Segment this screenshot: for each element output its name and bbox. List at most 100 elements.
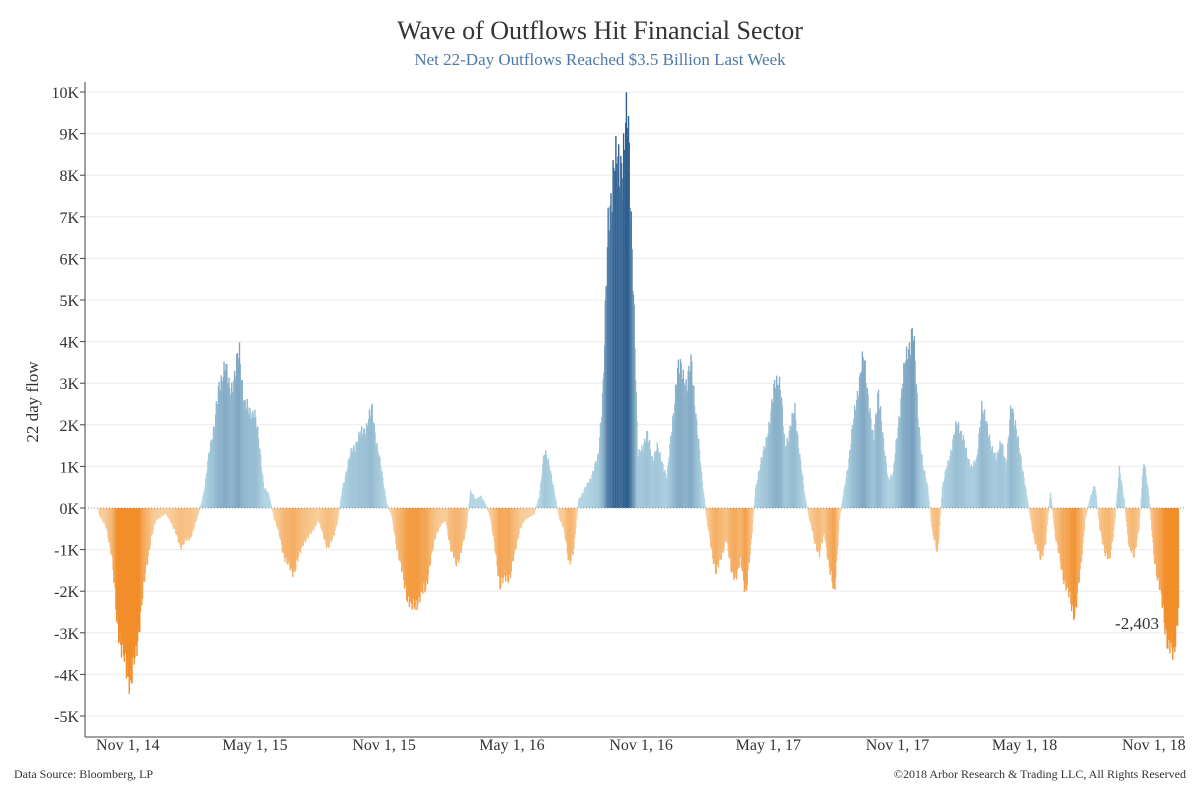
flow-bar: [135, 508, 137, 646]
flow-bar: [325, 508, 328, 549]
flow-bar: [427, 508, 430, 575]
flow-bar: [779, 389, 781, 508]
flow-bar: [530, 508, 532, 517]
flow-bar: [210, 439, 213, 508]
flow-bar: [908, 342, 911, 508]
flow-bar: [318, 508, 320, 523]
flow-bar: [719, 508, 722, 560]
flow-bar: [1103, 508, 1105, 546]
flow-bar: [489, 508, 491, 518]
flow-bar: [655, 455, 657, 508]
flow-bar: [1050, 498, 1052, 508]
flow-bar: [251, 413, 253, 508]
flow-bar: [669, 444, 671, 508]
flow-bar: [155, 508, 157, 520]
flow-bar: [730, 508, 732, 572]
flow-bar: [707, 508, 710, 531]
flow-bar: [905, 346, 908, 508]
flow-bar: [910, 329, 913, 508]
flow-bar: [136, 508, 139, 642]
flow-bar: [437, 508, 439, 532]
y-tick-label: 6K: [59, 251, 79, 268]
flow-bar: [468, 503, 470, 508]
flow-bar: [681, 380, 683, 508]
flow-bar: [916, 393, 918, 508]
flow-bar: [347, 460, 350, 508]
flow-bar: [829, 508, 831, 576]
flow-bar: [537, 498, 540, 508]
flow-bar: [235, 354, 238, 508]
flow-bar: [1134, 508, 1136, 550]
flow-bar: [1028, 508, 1030, 509]
flow-bar: [667, 466, 669, 508]
flow-bar: [893, 461, 896, 508]
flow-bar: [316, 508, 319, 521]
flow-bar: [467, 508, 470, 510]
flow-bar: [346, 468, 349, 508]
flow-bar: [683, 383, 685, 508]
flow-bar: [1153, 508, 1155, 555]
flow-bar: [419, 508, 422, 592]
flow-bar: [924, 471, 926, 508]
flow-bar: [1128, 508, 1130, 548]
flow-bar: [876, 412, 878, 508]
flow-bar: [1154, 508, 1156, 564]
flow-bar: [406, 508, 409, 602]
flow-bar: [1136, 508, 1139, 534]
flow-bar: [695, 419, 698, 508]
flow-bar: [425, 508, 427, 581]
flow-bar: [760, 457, 762, 508]
flow-bar: [545, 454, 548, 508]
flow-bar: [563, 508, 566, 533]
flow-bar: [757, 472, 760, 508]
flow-bar: [478, 497, 481, 508]
flow-bar: [1106, 508, 1109, 559]
flow-bar: [676, 367, 679, 508]
flow-bar: [776, 384, 779, 508]
flow-bar: [712, 508, 714, 559]
flow-bar: [875, 418, 878, 508]
flow-bar: [626, 128, 628, 508]
flow-bar: [1162, 508, 1164, 606]
flow-bar: [980, 419, 982, 508]
flow-bar: [502, 508, 505, 579]
flow-bar: [299, 508, 301, 552]
flow-bar: [1099, 508, 1101, 530]
flow-bar: [332, 508, 334, 536]
flow-bar: [534, 508, 536, 512]
flow-bar: [709, 508, 712, 547]
flow-bar: [986, 423, 989, 508]
flow-bar: [311, 508, 313, 531]
flow-bar: [285, 508, 288, 557]
flow-bar: [638, 449, 640, 508]
flow-bar: [365, 423, 368, 508]
flow-bar: [436, 508, 439, 532]
flow-bar: [614, 170, 616, 508]
flow-bar: [159, 508, 161, 518]
flow-bar: [801, 476, 804, 508]
flow-bar: [768, 424, 771, 508]
flow-bar: [120, 508, 122, 646]
flow-bar: [191, 508, 194, 532]
flow-bar: [1134, 508, 1137, 548]
flow-bar: [955, 421, 957, 508]
flow-bar: [742, 508, 744, 570]
flow-bar: [1117, 487, 1119, 508]
flow-bar: [858, 396, 860, 508]
flow-bar: [1004, 462, 1007, 508]
flow-bar: [877, 389, 880, 508]
flow-bar: [690, 354, 692, 508]
flow-bar: [934, 508, 936, 539]
flow-bar: [1133, 508, 1135, 558]
x-tick-label: Nov 1, 16: [609, 737, 673, 754]
flow-bar: [711, 508, 713, 550]
flow-bar: [909, 358, 911, 508]
flow-bar: [987, 436, 989, 508]
flow-bar: [398, 508, 401, 561]
flow-bar: [181, 508, 184, 542]
flow-bar: [810, 508, 812, 526]
flow-bar: [185, 508, 187, 542]
flow-bar: [1104, 508, 1107, 557]
flow-bar: [198, 508, 201, 511]
flow-bar: [138, 508, 140, 633]
